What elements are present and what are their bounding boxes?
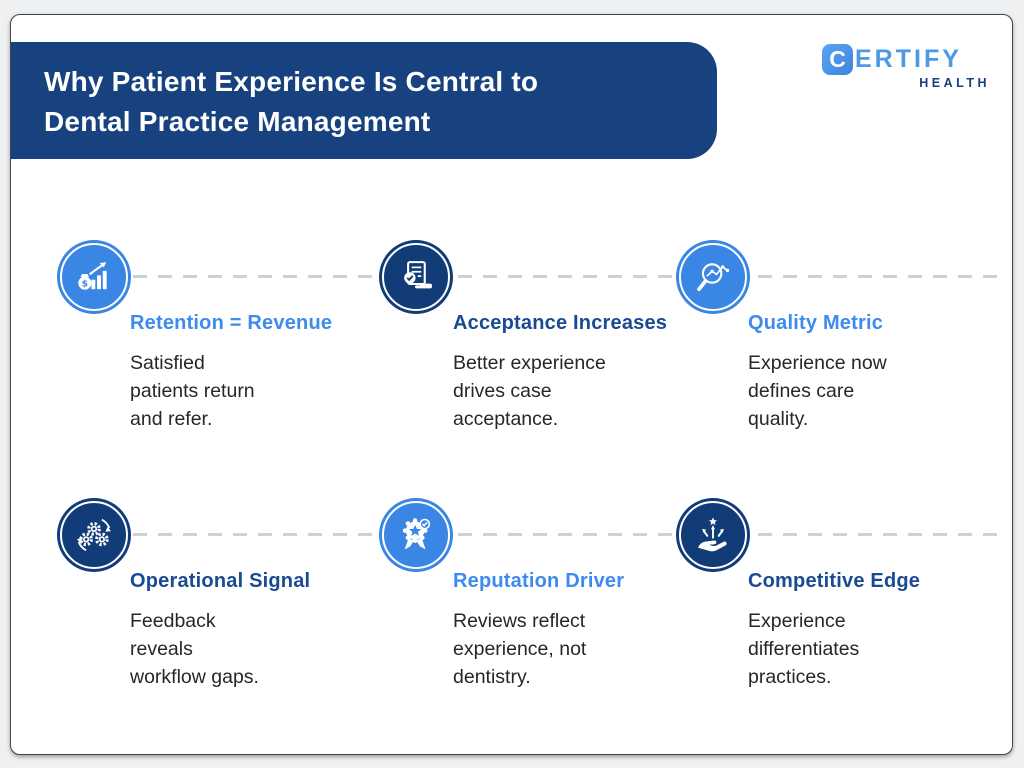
item-competitive-edge: Competitive Edge Experience differentiat… [748,570,1024,691]
item-body-line: Better experience [453,352,606,374]
item-body-line: acceptance. [453,408,559,430]
item-operational-signal: Operational Signal Feedback reveals work… [130,570,430,691]
revenue-growth-icon: $ [57,240,131,314]
item-body-line: Reviews reflect [453,610,586,632]
timeline-dashed-line-row1 [58,275,1005,278]
svg-text:$: $ [82,278,88,289]
logo-c-icon: C [822,44,853,75]
item-title: Reputation Driver [453,570,625,592]
item-acceptance-increases: Acceptance Increases Better experience d… [453,312,753,433]
item-body-line: defines care [748,380,855,402]
item-body-line: practices. [748,666,832,688]
document-acceptance-icon [379,240,453,314]
logo-wordmark: ERTIFY [855,45,962,73]
item-body-line: workflow gaps. [130,666,259,688]
workflow-gears-icon [57,498,131,572]
page-title-line-2: Dental Practice Management [44,106,431,137]
item-body-line: Experience [748,610,846,632]
item-body-line: differentiates [748,638,860,660]
item-body-line: Satisfied [130,352,205,374]
item-body-line: drives case [453,380,552,402]
item-title: Competitive Edge [748,570,921,592]
item-quality-metric: Quality Metric Experience now defines ca… [748,312,1024,433]
item-body-line: experience, not [453,638,587,660]
certify-health-logo: C ERTIFY HEALTH [822,44,992,90]
hand-star-icon [676,498,750,572]
logo-subtext: HEALTH [919,76,990,90]
page-title-line-1: Why Patient Experience Is Central to [44,66,539,97]
quality-magnifier-icon [676,240,750,314]
item-body-line: and refer. [130,408,213,430]
item-title: Operational Signal [130,570,311,592]
award-badge-icon [379,498,453,572]
item-body-line: Experience now [748,352,887,374]
item-body-line: quality. [748,408,809,430]
item-title: Acceptance Increases [453,312,668,334]
item-retention-revenue: Retention = Revenue Satisfied patients r… [130,312,430,433]
item-body-line: reveals [130,638,193,660]
item-body-line: Feedback [130,610,216,632]
item-body-line: dentistry. [453,666,531,688]
timeline-dashed-line-row2 [58,533,1005,536]
item-title: Retention = Revenue [130,312,333,334]
item-reputation-driver: Reputation Driver Reviews reflect experi… [453,570,753,691]
item-body-line: patients return [130,380,255,402]
item-title: Quality Metric [748,312,884,334]
title-banner: Why Patient Experience Is Central to Den… [11,42,717,159]
